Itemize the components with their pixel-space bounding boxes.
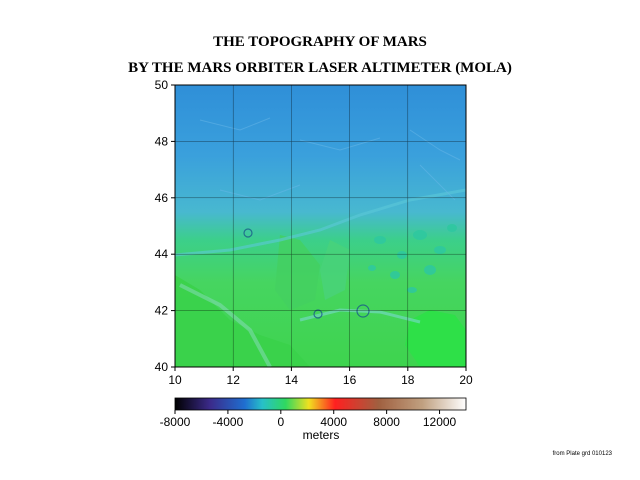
y-tick-label: 50 bbox=[155, 78, 169, 92]
x-tick-label: 10 bbox=[168, 373, 182, 387]
colorbar-tick-label: 4000 bbox=[320, 415, 347, 429]
y-tick-label: 42 bbox=[155, 304, 169, 318]
map-frame bbox=[174, 84, 467, 368]
colorbar-tick-label: 8000 bbox=[373, 415, 400, 429]
colorbar-unit-label: meters bbox=[303, 428, 340, 442]
topography-map-image bbox=[175, 85, 466, 367]
y-axis: 40 42 44 46 48 50 bbox=[155, 78, 175, 374]
map-title: THE TOPOGRAPHY OF MARS bbox=[213, 34, 427, 50]
colorbar bbox=[174, 397, 467, 411]
colorbar-tick-label: 12000 bbox=[423, 415, 457, 429]
colorbar-tick-label: -4000 bbox=[213, 415, 244, 429]
colorbar-ticks: -8000 -4000 0 4000 8000 12000 bbox=[160, 410, 457, 429]
credit-text: from Plate grd 010123 bbox=[552, 451, 612, 457]
y-tick-label: 40 bbox=[155, 360, 169, 374]
y-tick-label: 44 bbox=[155, 247, 169, 261]
x-tick-label: 20 bbox=[459, 373, 473, 387]
x-tick-label: 12 bbox=[227, 373, 241, 387]
x-axis: 10 12 14 16 18 20 bbox=[168, 367, 473, 387]
map-subtitle: BY THE MARS ORBITER LASER ALTIMETER (MOL… bbox=[128, 60, 512, 76]
map-grid bbox=[175, 85, 466, 367]
y-tick-label: 46 bbox=[155, 191, 169, 205]
x-tick-label: 18 bbox=[401, 373, 415, 387]
x-tick-label: 14 bbox=[285, 373, 299, 387]
x-tick-label: 16 bbox=[343, 373, 357, 387]
colorbar-tick-label: 0 bbox=[277, 415, 284, 429]
y-tick-label: 48 bbox=[155, 134, 169, 148]
colorbar-tick-label: -8000 bbox=[160, 415, 191, 429]
